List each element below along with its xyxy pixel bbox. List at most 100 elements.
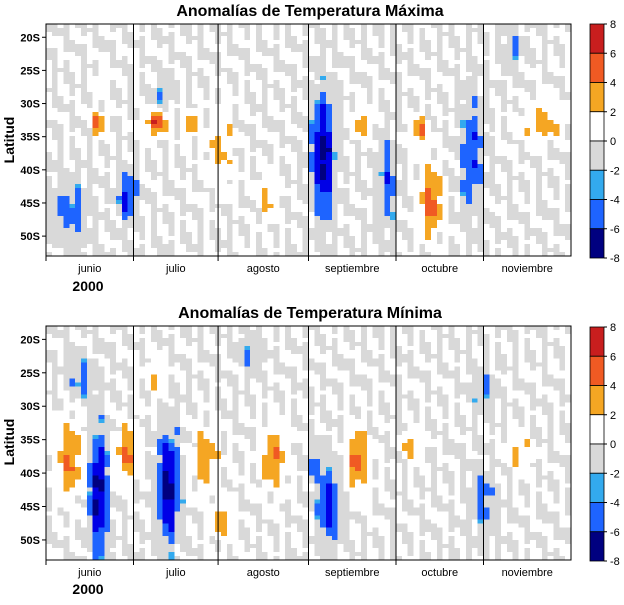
heatmap-cell xyxy=(63,68,70,73)
heatmap-cell xyxy=(302,116,310,121)
heatmap-cell xyxy=(197,160,205,165)
heatmap-cell xyxy=(518,216,525,221)
heatmap-cell xyxy=(413,144,420,149)
heatmap-cell xyxy=(372,160,380,165)
heatmap-cell xyxy=(261,108,269,113)
heatmap-cell xyxy=(372,236,380,241)
heatmap-cell xyxy=(244,24,251,29)
heatmap-cell xyxy=(442,84,450,89)
heatmap-cell xyxy=(186,128,193,133)
heatmap-cell xyxy=(372,64,380,69)
heatmap-cell xyxy=(483,88,490,93)
heatmap-cell xyxy=(291,140,298,145)
heatmap-cell xyxy=(331,244,339,249)
heatmap-cell xyxy=(489,156,496,161)
heatmap-cell xyxy=(180,216,187,221)
heatmap-cell xyxy=(291,84,298,89)
heatmap-cell xyxy=(541,136,549,141)
heatmap-cell xyxy=(238,132,245,137)
heatmap-cell xyxy=(401,124,409,129)
heatmap-cell xyxy=(139,216,146,221)
heatmap-cell xyxy=(285,112,292,117)
heatmap-cell xyxy=(226,116,234,121)
heatmap-cell xyxy=(308,228,315,233)
heatmap-cell xyxy=(337,168,345,173)
heatmap-cell xyxy=(156,172,164,177)
heatmap-cell xyxy=(203,172,210,177)
heatmap-cell xyxy=(454,132,461,137)
heatmap-cell xyxy=(191,144,199,149)
heatmap-cell xyxy=(302,136,310,141)
heatmap-cell xyxy=(419,72,426,77)
heatmap-cell xyxy=(279,56,286,61)
heatmap-cell xyxy=(378,188,385,193)
heatmap-cell xyxy=(139,116,146,121)
heatmap-cell xyxy=(81,212,88,217)
heatmap-cell xyxy=(308,192,315,197)
heatmap-cell xyxy=(162,92,170,97)
heatmap-cell xyxy=(203,252,210,257)
heatmap-cell xyxy=(256,28,263,33)
heatmap-cell xyxy=(81,164,88,169)
heatmap-cell xyxy=(413,200,420,205)
heatmap-cell xyxy=(162,28,170,33)
heatmap-cell xyxy=(51,144,59,149)
heatmap-cell xyxy=(186,24,193,29)
heatmap-cell xyxy=(238,68,245,73)
heatmap-cell xyxy=(145,224,152,229)
heatmap-cell xyxy=(121,168,129,173)
heatmap-cell xyxy=(372,148,380,153)
heatmap-cell xyxy=(541,48,549,53)
heatmap-cell xyxy=(92,92,100,97)
heatmap-cell xyxy=(355,236,362,241)
heatmap-cell xyxy=(471,252,479,257)
heatmap-cell xyxy=(232,92,240,97)
heatmap-cell xyxy=(250,84,257,89)
heatmap-cell xyxy=(536,168,543,173)
heatmap-cell xyxy=(512,92,520,97)
heatmap-cell xyxy=(180,104,187,109)
heatmap-cell xyxy=(442,236,450,241)
heatmap-cell xyxy=(57,232,65,237)
heatmap-cell xyxy=(460,156,467,161)
heatmap-cell xyxy=(162,148,170,153)
heatmap-cell xyxy=(232,140,240,145)
heatmap-cell xyxy=(81,192,88,197)
heatmap-cell xyxy=(396,176,403,181)
heatmap-cell xyxy=(343,144,350,149)
heatmap-cell xyxy=(296,152,304,157)
heatmap-cell xyxy=(466,244,473,249)
heatmap-cell xyxy=(495,136,502,141)
heatmap-cell xyxy=(384,56,391,61)
heatmap-cell xyxy=(524,100,531,105)
heatmap-cell xyxy=(226,52,234,57)
heatmap-cell xyxy=(378,172,385,177)
heatmap-cell xyxy=(512,112,520,117)
heatmap-cell xyxy=(495,168,502,173)
heatmap-cell xyxy=(139,120,146,125)
heatmap-cell xyxy=(512,240,520,245)
heatmap-cell xyxy=(349,172,356,177)
heatmap-cell xyxy=(413,212,420,217)
heatmap-cell xyxy=(156,108,164,113)
heatmap-cell xyxy=(541,220,549,225)
heatmap-cell xyxy=(343,112,350,117)
heatmap-cell xyxy=(384,176,391,181)
heatmap-cell xyxy=(156,244,164,249)
heatmap-cell xyxy=(355,128,362,133)
heatmap-cell xyxy=(506,128,514,133)
heatmap-cell xyxy=(92,244,100,249)
heatmap-cell xyxy=(191,120,199,125)
heatmap-cell xyxy=(419,164,426,169)
heatmap-cell xyxy=(86,24,94,29)
heatmap-cell xyxy=(372,168,380,173)
heatmap-cell xyxy=(110,152,117,157)
heatmap-cell xyxy=(92,148,100,153)
heatmap-cell xyxy=(151,24,158,29)
heatmap-cell xyxy=(156,68,164,73)
heatmap-cell xyxy=(273,60,280,65)
heatmap-cell xyxy=(483,188,490,193)
heatmap-cell xyxy=(518,108,525,113)
heatmap-cell xyxy=(261,96,269,101)
heatmap-cell xyxy=(121,180,129,185)
